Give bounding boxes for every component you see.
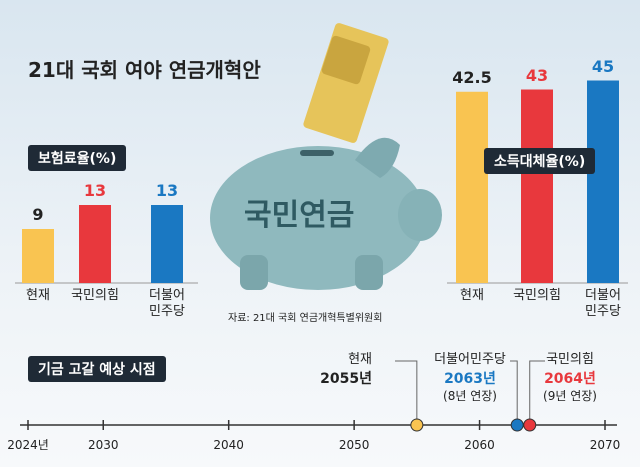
- x-tick-label: 2070: [589, 438, 621, 452]
- bar: [151, 205, 183, 283]
- x-tick-label: 2030: [87, 438, 119, 452]
- note: (9년 연장): [543, 389, 597, 403]
- category-label: 현재: [26, 288, 50, 303]
- series-name: 더불어민주당: [434, 352, 506, 367]
- value-label: 13: [155, 181, 179, 200]
- value-label: 42.5: [452, 67, 492, 87]
- chart-heading: 소득대체율(%): [484, 148, 596, 174]
- bar: [456, 91, 488, 283]
- bar: [521, 89, 553, 283]
- leader-line: [529, 360, 545, 425]
- series-name: 현재: [348, 352, 372, 367]
- category-label: 더불어 민주당: [149, 288, 185, 319]
- chart-heading: 기금 고갈 예상 시점: [28, 356, 166, 382]
- category-label: 국민의힘: [513, 288, 561, 303]
- note: (8년 연장): [443, 389, 497, 403]
- value-label: 2055년: [320, 371, 372, 387]
- chart-heading: 보험료율(%): [28, 145, 127, 171]
- marker: [523, 418, 537, 432]
- bar: [79, 205, 111, 283]
- source: 자료: 21대 국회 연금개혁특별위원회: [228, 313, 383, 324]
- value-label: 43: [525, 65, 549, 85]
- title: 21대 국회 여야 연금개혁안: [28, 58, 261, 82]
- bar: [587, 80, 619, 283]
- x-tick-label: 2060: [464, 438, 495, 452]
- marker: [410, 418, 424, 432]
- bar: [22, 229, 54, 283]
- category-label: 국민의힘: [71, 288, 119, 303]
- value-label: 13: [83, 181, 107, 200]
- leader-line: [510, 360, 518, 425]
- marker: [510, 418, 524, 432]
- value-label: 9: [32, 205, 44, 224]
- x-tick-label: 2024년: [7, 438, 49, 452]
- x-tick-label: 2040: [213, 438, 244, 452]
- category-label: 현재: [460, 288, 484, 303]
- leader-line: [395, 360, 418, 425]
- value-label: 2063년: [444, 371, 496, 387]
- piggy-label: 국민연금: [244, 198, 355, 233]
- value-label: 45: [591, 56, 615, 76]
- series-name: 국민의힘: [546, 352, 594, 367]
- piggy-bank: [210, 23, 442, 290]
- x-tick-label: 2050: [338, 438, 370, 452]
- category-label: 더불어 민주당: [585, 288, 621, 319]
- value-label: 2064년: [544, 371, 596, 387]
